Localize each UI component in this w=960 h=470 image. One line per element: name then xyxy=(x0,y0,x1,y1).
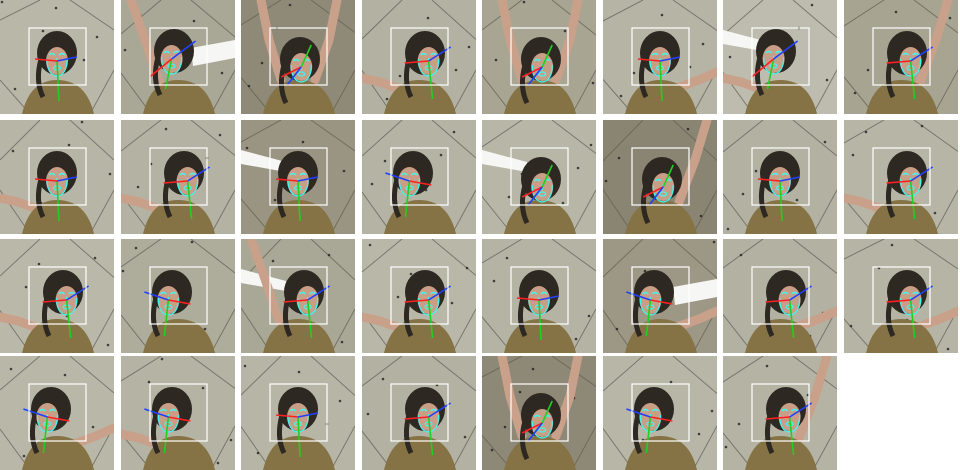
sample-tile xyxy=(362,0,476,114)
sample-tile xyxy=(603,356,717,470)
sample-tile xyxy=(0,0,114,114)
head-pose-sample-icon xyxy=(603,120,717,234)
head-pose-sample-icon xyxy=(723,239,837,353)
sample-tile xyxy=(482,239,596,353)
sample-tile xyxy=(482,120,596,234)
sample-tile xyxy=(241,120,355,234)
sample-tile xyxy=(241,239,355,353)
sample-tile xyxy=(0,356,114,470)
sample-tile xyxy=(603,120,717,234)
sample-tile xyxy=(0,120,114,234)
sample-tile xyxy=(121,0,235,114)
head-pose-sample-icon xyxy=(241,0,355,114)
head-pose-sample-icon xyxy=(121,120,235,234)
sample-tile xyxy=(362,356,476,470)
head-pose-sample-icon xyxy=(603,0,717,114)
head-pose-sample-icon xyxy=(0,239,114,353)
head-pose-sample-icon xyxy=(482,120,596,234)
sample-tile xyxy=(121,239,235,353)
sample-tile xyxy=(844,0,958,114)
sample-tile xyxy=(844,239,958,353)
sample-tile xyxy=(723,239,837,353)
head-pose-sample-icon xyxy=(603,356,717,470)
head-pose-sample-icon xyxy=(844,120,958,234)
head-pose-sample-icon xyxy=(121,356,235,470)
head-pose-sample-icon xyxy=(844,0,958,114)
head-pose-sample-icon xyxy=(362,356,476,470)
head-pose-sample-icon xyxy=(482,356,596,470)
head-pose-sample-icon xyxy=(0,356,114,470)
head-pose-sample-icon xyxy=(121,239,235,353)
head-pose-sample-icon xyxy=(241,356,355,470)
head-pose-sample-icon xyxy=(241,120,355,234)
head-pose-sample-icon xyxy=(723,356,837,470)
sample-tile xyxy=(241,0,355,114)
head-pose-sample-icon xyxy=(241,239,355,353)
sample-tile xyxy=(241,356,355,470)
sample-tile xyxy=(723,120,837,234)
head-pose-sample-icon xyxy=(0,0,114,114)
sample-tile xyxy=(482,0,596,114)
head-pose-sample-icon xyxy=(844,239,958,353)
sample-tile xyxy=(844,120,958,234)
head-pose-sample-icon xyxy=(0,120,114,234)
sample-tile xyxy=(482,356,596,470)
head-pose-sample-icon xyxy=(482,0,596,114)
sample-tile xyxy=(362,120,476,234)
sample-tile xyxy=(603,0,717,114)
sample-tile xyxy=(723,0,837,114)
sample-tile xyxy=(723,356,837,470)
head-pose-sample-icon xyxy=(362,239,476,353)
head-pose-sample-icon xyxy=(723,0,837,114)
sample-tile xyxy=(603,239,717,353)
sample-tile xyxy=(0,239,114,353)
head-pose-sample-icon xyxy=(362,120,476,234)
head-pose-sample-icon xyxy=(121,0,235,114)
head-pose-sample-icon xyxy=(482,239,596,353)
head-pose-sample-icon xyxy=(603,239,717,353)
sample-tile xyxy=(121,120,235,234)
head-pose-sample-icon xyxy=(723,120,837,234)
head-pose-sample-icon xyxy=(362,0,476,114)
sample-tile xyxy=(362,239,476,353)
sample-tile xyxy=(121,356,235,470)
